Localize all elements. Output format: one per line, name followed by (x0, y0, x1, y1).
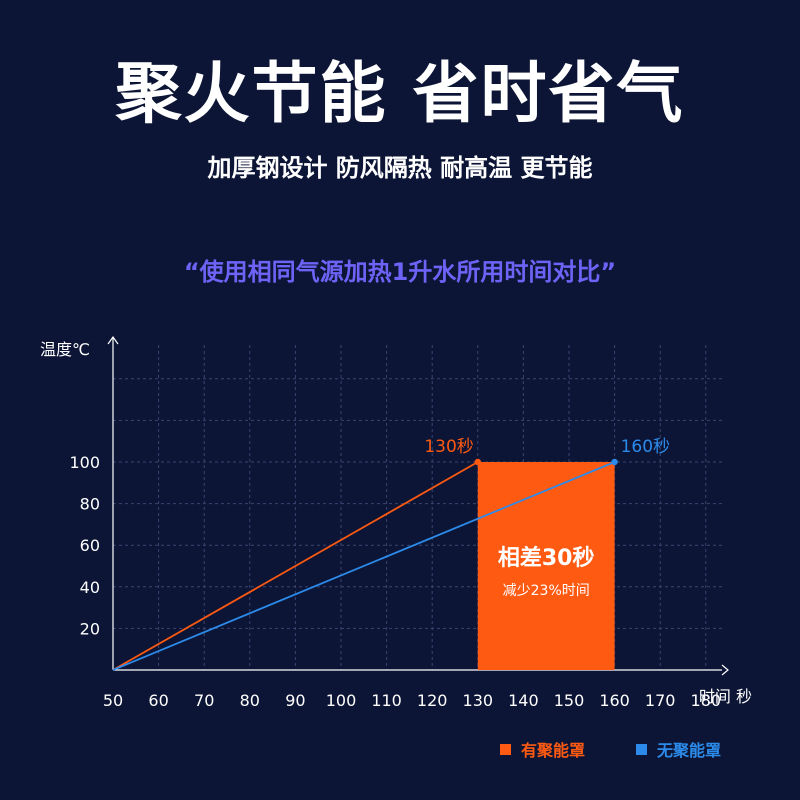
series-endpoint-0 (474, 458, 481, 466)
axes (107, 335, 729, 676)
legend-item-with-cover: 有聚能罩 (500, 737, 585, 761)
y-tick-label: 20 (80, 619, 100, 638)
x-tick-label: 110 (371, 691, 402, 710)
x-tick-label: 180 (691, 691, 722, 710)
legend-label-with-cover: 有聚能罩 (521, 741, 586, 760)
series-endpoint-1 (611, 458, 618, 466)
legend-swatch-orange (500, 743, 511, 755)
x-tick-label: 70 (194, 691, 214, 710)
x-tick-label: 170 (645, 691, 676, 710)
x-tick-label: 120 (417, 691, 448, 710)
series-end-label-without-cover: 160秒 (621, 437, 670, 457)
x-tick-label: 140 (508, 691, 539, 710)
difference-title: 相差30秒 (498, 545, 595, 571)
x-axis-arrow-icon (721, 664, 729, 676)
legend-label-without-cover: 无聚能罩 (657, 741, 722, 760)
y-axis-label: 温度℃ (40, 340, 90, 359)
x-tick-label: 90 (285, 691, 305, 710)
headline: 聚火节能 省时省气 (115, 55, 685, 132)
y-tick-label: 40 (80, 578, 100, 597)
comparison-caption: “使用相同气源加热1升水所用时间对比” (183, 258, 617, 286)
y-tick-label: 80 (80, 495, 100, 514)
x-axis-label: 时间 秒 (699, 687, 752, 706)
y-tick-label: 60 (80, 536, 100, 555)
difference-bar (477, 462, 615, 670)
x-tick-label: 100 (326, 691, 357, 710)
series-end-label-with-cover: 130秒 (424, 437, 473, 457)
x-tick-label: 60 (148, 691, 168, 710)
x-tick-label: 130 (463, 691, 494, 710)
grid (113, 345, 722, 670)
legend-item-without-cover: 无聚能罩 (636, 737, 721, 761)
legend-swatch-blue (636, 743, 647, 755)
x-tick-label: 150 (554, 691, 585, 710)
series-line-1 (112, 461, 615, 671)
y-tick-label: 100 (69, 453, 100, 472)
tick-labels: 50 60 70 80 90 100 110 120 130 140 150 160 170 180 20 4… (40, 340, 752, 710)
y-axis-arrow-icon (107, 335, 119, 345)
x-tick-label: 160 (599, 691, 630, 710)
difference-subtitle: 减少23%时间 (503, 583, 590, 599)
series-lines: 130秒 160秒 (112, 437, 670, 671)
x-tick-label: 80 (240, 691, 260, 710)
subheadline: 加厚钢设计 防风隔热 耐高温 更节能 (207, 154, 593, 182)
x-tick-label: 50 (103, 691, 123, 710)
series-line-0 (112, 461, 479, 671)
